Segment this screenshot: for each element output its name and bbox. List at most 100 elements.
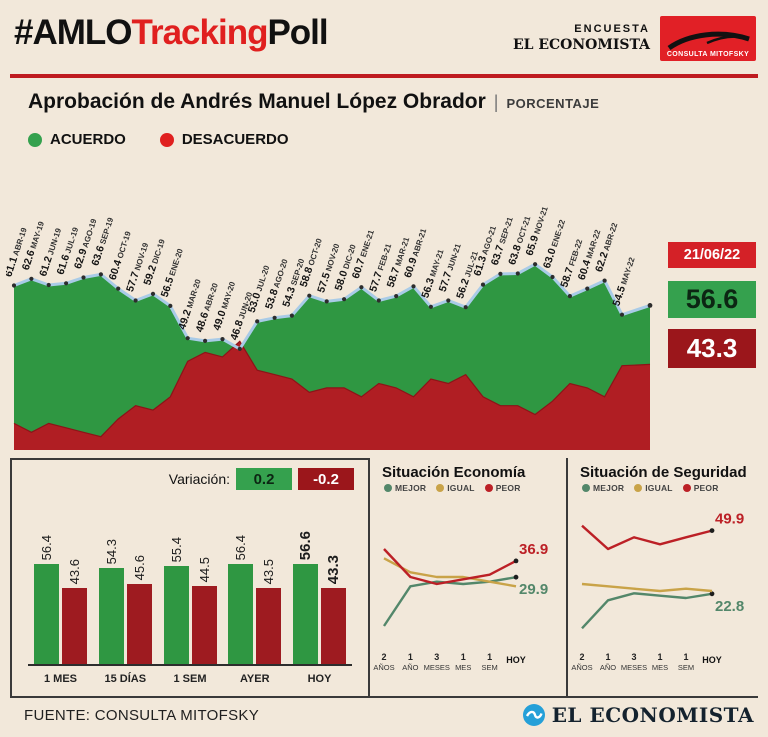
- data-point: [463, 305, 468, 310]
- legend-item-peor: PEOR: [682, 483, 719, 493]
- bar-acuerdo: [228, 564, 254, 666]
- variacion-bar-chart: 56.4 43.6 1 MES 54.3 45.6 15 DÍAS 55.4 44.5 1 SE…: [18, 492, 362, 690]
- el-economista-logo: EL ECONOMISTA: [522, 703, 754, 727]
- x-axis-label-number: 3: [434, 652, 439, 662]
- legend-item-mejor: MEJOR: [384, 483, 426, 493]
- bar-column: 55.4: [163, 536, 189, 666]
- main-legend: ACUERDO DESACUERDO: [28, 131, 289, 148]
- bar-desacuerdo: [62, 588, 87, 666]
- bar-value: 55.4: [168, 536, 184, 562]
- encuesta-el-economista-logo: ENCUESTA EL ECONOMISTA: [513, 23, 650, 54]
- desacuerdo-line: [13, 340, 651, 438]
- x-axis-label-unit: AÑO: [402, 663, 418, 672]
- x-axis-label-number: 1: [487, 652, 492, 662]
- data-point: [46, 282, 51, 288]
- economia-legend: MEJOR IGUAL PEOR: [384, 483, 564, 493]
- consulta-mitofsky-logo: CONSULTA MITOFSKY: [660, 16, 756, 61]
- data-point: [411, 284, 416, 289]
- legend-item-mejor: MEJOR: [582, 483, 624, 493]
- data-point: [342, 297, 347, 302]
- data-point: [585, 286, 590, 291]
- bar-value: 43.3: [325, 554, 342, 584]
- peor-dot-icon: [682, 484, 691, 492]
- point-label: 63.0 ENE-22: [541, 218, 568, 270]
- bar-column: 56.6: [293, 531, 318, 666]
- x-axis-label-unit: MESES: [424, 663, 450, 672]
- title-tracking: Tracking: [131, 13, 269, 52]
- legend-item-peor: PEOR: [484, 483, 521, 493]
- x-axis-label-unit: MESES: [621, 663, 647, 672]
- header-logos: ENCUESTA EL ECONOMISTA CONSULTA MITOFSKY: [513, 16, 756, 61]
- data-point: [394, 294, 399, 299]
- x-axis-label-unit: SEM: [481, 663, 497, 672]
- data-point: [498, 271, 503, 276]
- data-point: [255, 319, 260, 324]
- variacion-desacuerdo-badge: -0.2: [298, 468, 354, 490]
- data-point: [619, 312, 625, 317]
- end-point: [709, 591, 715, 597]
- header: #AMLOTrackingPoll ENCUESTA EL ECONOMISTA…: [14, 10, 756, 61]
- bar-pair: 56.4 43.6: [34, 535, 87, 666]
- bar-category-label: 15 DÍAS: [104, 673, 147, 685]
- panel-variacion: Variación: 0.2 -0.2 56.4 43.6 1 MES 54.3 45.…: [10, 458, 370, 696]
- bar-group: 54.3 45.6 15 DÍAS: [98, 492, 152, 690]
- peor-dot-icon: [484, 484, 493, 492]
- data-point: [133, 298, 138, 303]
- legend-label: PEOR: [693, 483, 719, 493]
- data-point: [98, 272, 103, 277]
- data-point: [446, 298, 451, 303]
- bar-group: 56.4 43.6 1 MES: [34, 492, 87, 690]
- x-axis-label-number: 1: [605, 652, 610, 662]
- chart-title-row: Aprobación de Andrés Manuel López Obrado…: [28, 90, 599, 114]
- legend-item-igual: IGUAL: [436, 483, 474, 493]
- data-point: [515, 271, 520, 276]
- acuerdo-dot-icon: [28, 132, 42, 147]
- x-axis-label-unit: SEM: [678, 663, 694, 672]
- x-axis-label-number: 3: [631, 652, 636, 662]
- desacuerdo-legend-label: DESACUERDO: [181, 131, 289, 148]
- x-axis-label: HOY: [702, 655, 722, 665]
- unit-label: PORCENTAJE: [506, 96, 600, 111]
- legend-label: MEJOR: [395, 483, 427, 493]
- footer: FUENTE: CONSULTA MITOFSKY EL ECONOMISTA: [24, 703, 754, 727]
- bar-baseline: [28, 664, 352, 666]
- el-economista-footer-wordmark: EL ECONOMISTA: [551, 703, 754, 727]
- desacuerdo-dot-icon: [159, 132, 174, 147]
- data-point: [480, 282, 486, 287]
- x-axis-label: HOY: [506, 655, 526, 665]
- x-axis-label-number: 1: [683, 652, 688, 662]
- current-acuerdo-value: 56.6: [668, 281, 756, 318]
- data-point: [289, 313, 294, 318]
- bottom-panels: Variación: 0.2 -0.2 56.4 43.6 1 MES 54.3 45.…: [10, 458, 758, 698]
- x-axis-label-unit: AÑO: [600, 663, 616, 672]
- bar-column: 54.3: [98, 538, 124, 666]
- bar-value: 54.3: [103, 538, 119, 564]
- line-mejor: [581, 592, 713, 630]
- panel-seguridad: Situación de Seguridad MEJOR IGUAL PEOR 22…: [568, 458, 758, 696]
- chart-title: Aprobación de Andrés Manuel López Obrado…: [28, 90, 486, 113]
- bar-column: 44.5: [191, 557, 217, 666]
- x-axis-label-number: 2: [381, 652, 386, 662]
- legend-label: MEJOR: [593, 483, 625, 493]
- latest-point: [647, 303, 653, 308]
- end-point: [513, 558, 519, 564]
- legend-label: IGUAL: [645, 483, 673, 493]
- x-axis-label-number: 1: [461, 652, 466, 662]
- x-axis-label-unit: MES: [455, 663, 471, 672]
- bar-value: 56.4: [39, 534, 54, 560]
- bar-value: 45.6: [131, 554, 147, 580]
- data-point: [29, 276, 34, 281]
- legend-label: IGUAL: [447, 483, 475, 493]
- bar-value: 43.6: [67, 558, 82, 584]
- variacion-acuerdo-badge: 0.2: [236, 468, 292, 490]
- approval-tracking-area-chart: 61.1 ABR-19 62.6 MAY-19 61.2 JUN-19 61.6 JU…: [6, 162, 662, 458]
- bar-acuerdo: [98, 568, 124, 666]
- current-desacuerdo-value: 43.3: [668, 329, 756, 368]
- igual-dot-icon: [634, 484, 643, 492]
- data-point: [376, 298, 381, 303]
- end-value-label: 36.9: [519, 541, 548, 558]
- el-economista-wordmark: EL ECONOMISTA: [512, 36, 650, 53]
- x-axis-label-number: 1: [657, 652, 662, 662]
